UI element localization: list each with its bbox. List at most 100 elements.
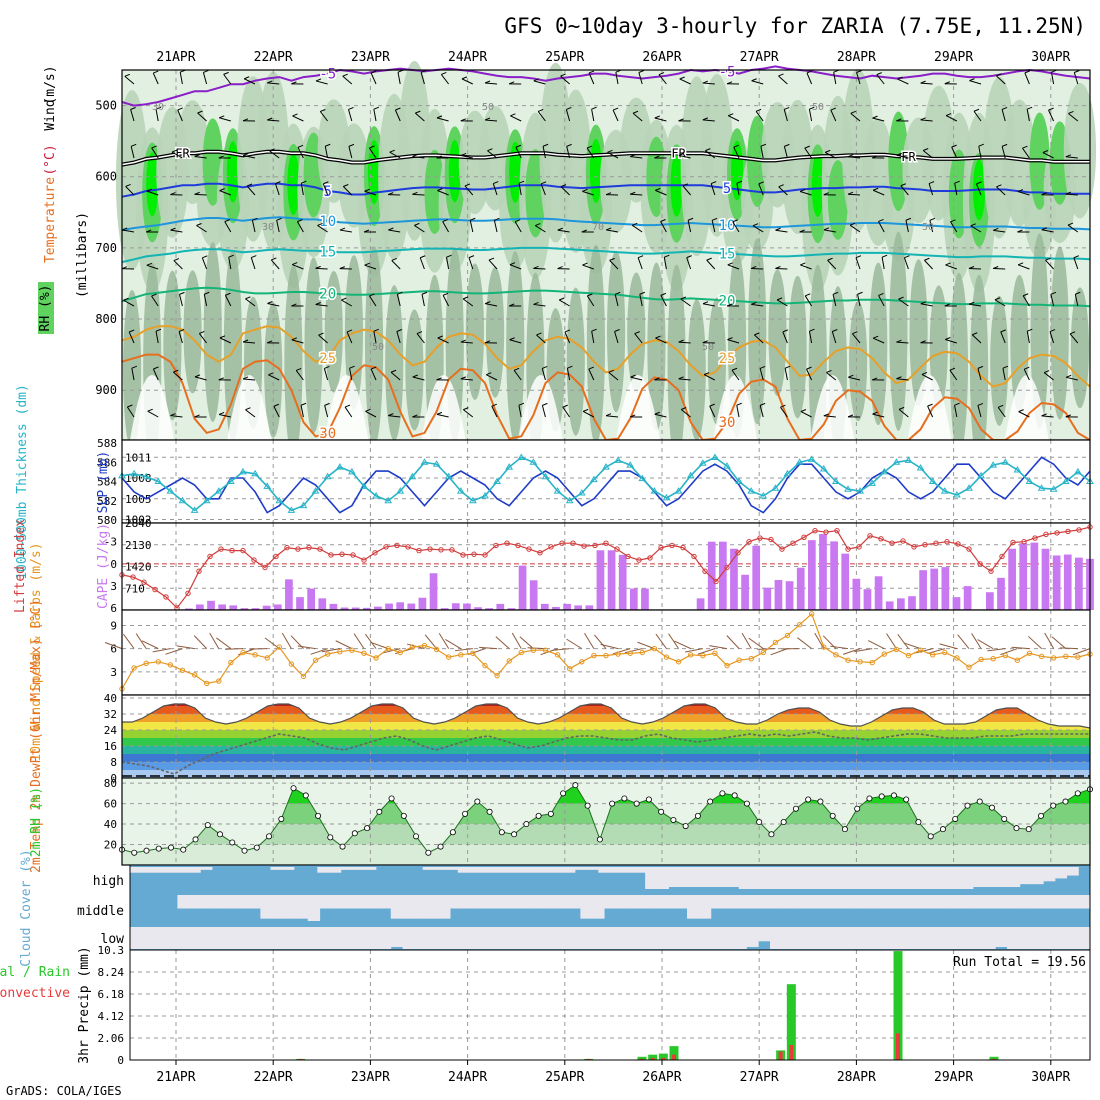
wind-barb <box>850 112 861 122</box>
wind-barb <box>686 257 692 270</box>
wind-barb <box>509 339 522 344</box>
cloud-clear-cell <box>343 895 356 909</box>
rh2m-marker <box>756 819 763 826</box>
thickness-tick-label: 588 <box>97 437 117 450</box>
rh2m-marker <box>180 846 187 853</box>
wind-barb <box>969 80 982 85</box>
wind-barb <box>588 368 595 381</box>
wind-barb <box>171 151 183 159</box>
rh2m-tick-label: 20 <box>104 839 117 852</box>
wind-barb <box>245 409 256 418</box>
wind-barb-flag <box>127 404 133 408</box>
rh-saturated-blob <box>509 141 522 203</box>
wind-barb-flag <box>225 292 231 296</box>
isotherm-label: 15 <box>719 247 736 263</box>
rh-contour-label: 50 <box>702 342 714 353</box>
wind-barb-flag <box>420 255 426 259</box>
surface-wind-barb <box>903 642 921 650</box>
li-marker <box>801 534 807 541</box>
rh2m-marker <box>376 808 383 815</box>
wind-barb-flag <box>373 328 380 332</box>
wind-barb-flag <box>920 117 926 121</box>
cape-bar <box>952 597 961 610</box>
dewpt-line <box>121 731 1090 775</box>
precip-bg <box>130 950 1090 1060</box>
wind-barb <box>978 146 982 159</box>
wind-barb <box>804 295 813 307</box>
li-marker <box>878 536 884 542</box>
wind-barb-flag <box>460 376 467 380</box>
wind-barb <box>322 183 329 196</box>
thickness-marker <box>916 464 925 471</box>
wind-barb-flag <box>587 293 593 297</box>
cape-bar <box>574 605 583 610</box>
isotherm-label: 20 <box>719 294 736 310</box>
wind-barb-flag <box>373 106 380 110</box>
wind-barb-flag <box>130 143 137 147</box>
li-marker <box>592 542 598 549</box>
cape-bar <box>351 607 360 610</box>
wind-barb-flag <box>1042 150 1049 153</box>
rh-blob <box>1030 233 1049 429</box>
cloud-clear-cell <box>402 895 415 919</box>
rh2m-marker <box>866 795 873 802</box>
wind-barb-flag <box>461 76 468 80</box>
wind-barb <box>823 229 836 233</box>
li-marker <box>922 541 928 548</box>
wind-barb <box>903 257 909 270</box>
cloud-clear-cell <box>331 895 344 909</box>
wind-speed-marker <box>990 655 996 662</box>
wind-barb-flag <box>223 71 229 75</box>
rh2m-marker <box>780 819 787 826</box>
surface-wind-barb <box>209 632 220 649</box>
cloud-clear-cell <box>378 895 392 909</box>
wind-barb-flag <box>363 229 370 233</box>
thickness-marker <box>335 463 344 470</box>
li-marker <box>614 546 620 552</box>
wind-barb <box>250 257 256 270</box>
wind-barb <box>319 111 328 122</box>
li-marker <box>680 544 686 551</box>
cloud-clear-cell <box>212 895 226 909</box>
wind-barb-flag <box>436 411 443 415</box>
wind-barb <box>373 331 377 344</box>
rh2m-marker <box>964 802 971 809</box>
wind-barb-flag <box>446 254 452 258</box>
dry-pocket <box>907 375 952 440</box>
wind-barb-flag <box>660 219 666 222</box>
wind-barb-flag <box>348 106 354 110</box>
surface-wind-barb <box>193 635 208 649</box>
isotherm-label: 30 <box>719 415 736 431</box>
rh2m-marker <box>400 812 407 819</box>
wind-barb <box>315 267 328 270</box>
wind-barb-flag <box>370 70 377 74</box>
cape-bar <box>874 576 883 610</box>
wind-barb-flag <box>245 407 251 411</box>
wind-barb <box>440 74 449 85</box>
cape-bar <box>440 608 449 610</box>
cloud-clear-cell <box>1030 927 1044 949</box>
wind-barb <box>660 295 667 307</box>
wind-speed-marker <box>651 645 658 652</box>
cloud-clear-cell <box>574 867 588 870</box>
cloud-clear-cell <box>329 867 342 873</box>
wind-barb-flag <box>850 110 856 114</box>
wind-barb <box>492 183 498 196</box>
wind-barb <box>488 259 498 270</box>
wind-speed-marker <box>784 632 791 639</box>
cloud-clear-cell <box>1066 867 1079 876</box>
wind-barb-flag <box>246 183 253 187</box>
li-marker <box>713 578 719 585</box>
rh2m-marker <box>168 844 175 851</box>
wind-barb-flag <box>388 413 394 417</box>
wind-barb <box>130 146 135 159</box>
cape-bar <box>296 597 304 610</box>
li-marker <box>372 550 378 556</box>
wind-barb <box>273 406 280 418</box>
wind-barb <box>177 109 183 122</box>
cloud-clear-cell <box>805 927 818 949</box>
wind-speed-marker <box>567 666 573 672</box>
wind-barb-flag <box>559 297 565 301</box>
wind-barb-flag <box>170 227 176 231</box>
wind-barb-flag <box>1065 191 1072 195</box>
